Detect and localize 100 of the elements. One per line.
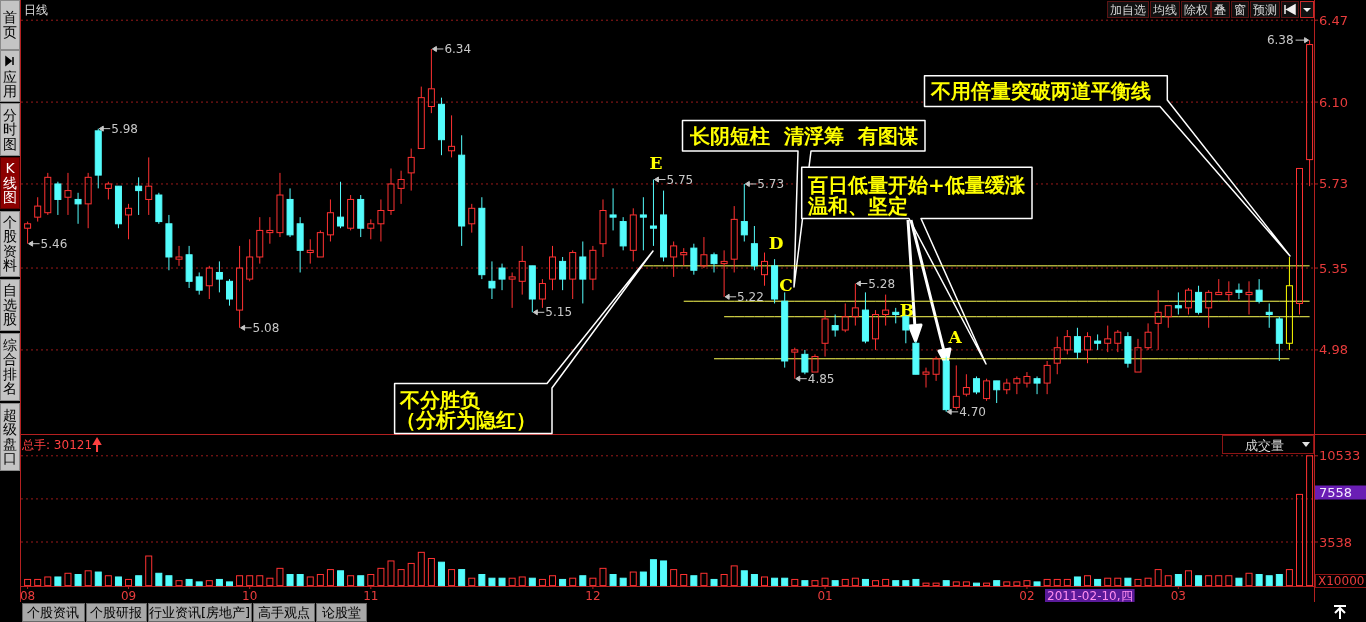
bar [165, 575, 173, 587]
bar [983, 582, 991, 587]
bar [629, 571, 637, 587]
bar [599, 567, 607, 587]
bar [326, 569, 334, 587]
candlestick [498, 263, 506, 291]
candlestick [397, 170, 405, 205]
candlestick [276, 172, 284, 238]
bar [1053, 578, 1061, 587]
bar [1043, 578, 1051, 587]
candlestick [993, 380, 1001, 404]
y-tick-label: 5.35 [1319, 260, 1348, 276]
bar [407, 562, 415, 587]
bar [841, 578, 849, 587]
bar [24, 578, 32, 587]
annotation: 5.08 [252, 320, 280, 335]
bar [1063, 578, 1071, 587]
bar [1265, 575, 1273, 587]
candlestick [367, 218, 375, 240]
annotation: C [779, 275, 793, 295]
bar [468, 577, 476, 587]
bar [720, 574, 728, 587]
bar [205, 580, 213, 587]
bar [458, 569, 466, 587]
bar [528, 577, 536, 587]
candlestick [1084, 331, 1092, 364]
candlestick [932, 356, 940, 382]
bar [952, 581, 960, 587]
bar [771, 577, 779, 587]
annotation: E [649, 153, 663, 173]
bar [740, 570, 748, 587]
annotation: D [768, 233, 784, 253]
bar [1174, 574, 1182, 587]
text: 个股研报 [90, 605, 142, 620]
bar [882, 578, 890, 587]
bar [337, 570, 345, 587]
bar [316, 574, 324, 587]
candlestick [54, 181, 62, 216]
candlestick [74, 192, 82, 225]
annotation: 5.15 [545, 305, 573, 320]
bar [195, 581, 203, 587]
text: 成交量 [1244, 437, 1284, 453]
bar [448, 569, 456, 587]
bar [872, 580, 880, 587]
bar [549, 575, 557, 587]
bar [518, 576, 526, 587]
candlestick [740, 183, 748, 242]
annotation: A [947, 327, 963, 347]
bar [1013, 581, 1021, 587]
bar [125, 578, 133, 587]
candlestick [1205, 289, 1213, 329]
candlestick [720, 249, 728, 298]
candlestick [690, 243, 698, 276]
bar [488, 577, 496, 587]
text: 7558 [1319, 485, 1353, 500]
candlestick [215, 260, 223, 293]
bar [367, 574, 375, 587]
bar [619, 577, 627, 587]
candlestick [1255, 278, 1263, 304]
bar [175, 580, 183, 587]
bar [347, 575, 355, 587]
bar [1144, 577, 1152, 587]
bar [1033, 581, 1041, 587]
bar [569, 577, 577, 587]
candlestick [1013, 375, 1021, 395]
text: 高手观点 [257, 605, 310, 620]
bar [750, 574, 758, 587]
y-tick-label: 3538 [1319, 534, 1353, 550]
bar [1195, 575, 1203, 587]
bar [498, 577, 506, 587]
bar [660, 560, 668, 587]
bar [236, 575, 244, 587]
bar [74, 574, 82, 587]
x-tick-label: 03 [1170, 589, 1187, 603]
bar [932, 582, 940, 587]
bar [781, 577, 789, 587]
bar [34, 578, 42, 587]
candlestick [922, 367, 930, 389]
y-tick-label: 5.73 [1319, 176, 1348, 192]
x-tick-label: 10 [242, 589, 258, 603]
y-tick-label: 4.98 [1319, 342, 1348, 358]
candlestick [639, 196, 647, 251]
annotation: 不用倍量突破两道平衡线 [930, 79, 1151, 103]
candlestick [1265, 302, 1273, 329]
bar [700, 572, 708, 587]
bar [851, 577, 859, 587]
candlestick [549, 245, 557, 291]
bar [1084, 575, 1092, 587]
bar [1225, 575, 1233, 587]
bar [579, 575, 587, 587]
bar [44, 576, 52, 587]
annotation: 5.28 [868, 276, 896, 291]
bar [993, 580, 1001, 587]
annotation: 5.46 [40, 236, 68, 251]
bar [276, 567, 284, 587]
bar [1023, 580, 1031, 587]
bar [1073, 576, 1081, 587]
annotation: 4.70 [959, 404, 986, 419]
bar [377, 567, 385, 587]
bar [256, 575, 264, 587]
